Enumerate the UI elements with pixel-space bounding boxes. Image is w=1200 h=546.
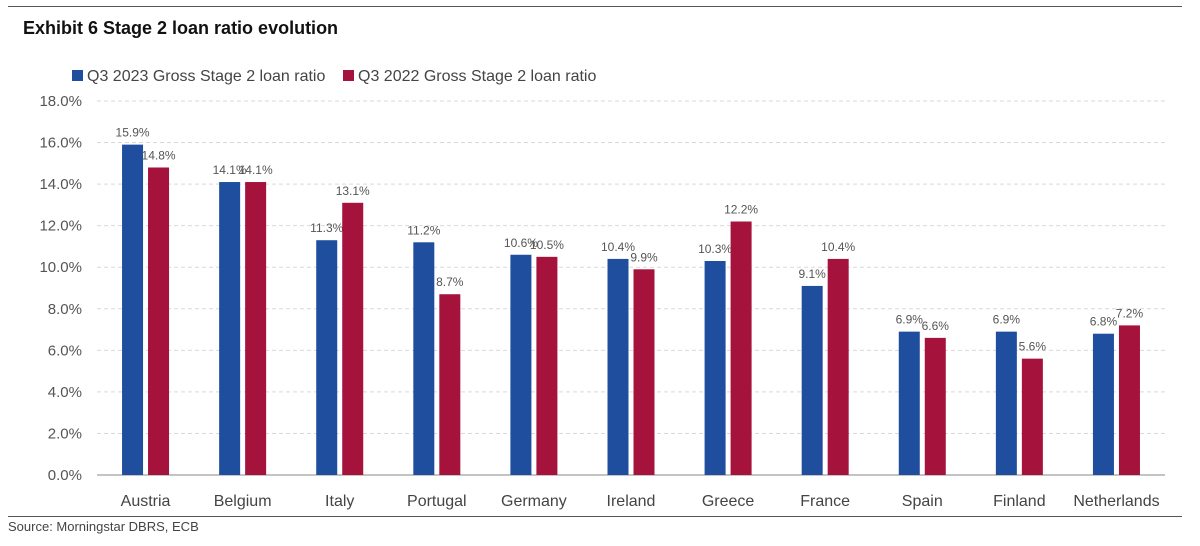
data-label: 7.2% bbox=[1116, 306, 1144, 320]
data-label: 14.1% bbox=[213, 163, 247, 177]
data-label: 11.2% bbox=[407, 223, 440, 237]
bar bbox=[1118, 325, 1140, 475]
data-label: 14.1% bbox=[239, 163, 273, 177]
bar bbox=[924, 337, 946, 475]
y-tick-label: 8.0% bbox=[48, 301, 82, 318]
x-tick-label: France bbox=[800, 493, 850, 510]
y-tick-label: 6.0% bbox=[48, 342, 82, 359]
data-label: 10.4% bbox=[821, 240, 855, 254]
y-tick-label: 4.0% bbox=[48, 384, 82, 401]
y-tick-label: 14.0% bbox=[39, 176, 82, 193]
bar bbox=[510, 254, 532, 475]
x-tick-label: Italy bbox=[325, 493, 354, 510]
data-label: 6.9% bbox=[896, 313, 924, 327]
bar bbox=[801, 285, 823, 475]
x-tick-label: Netherlands bbox=[1073, 493, 1159, 510]
bar bbox=[1021, 358, 1043, 475]
data-label: 6.6% bbox=[922, 319, 950, 333]
data-label: 15.9% bbox=[116, 126, 150, 140]
bar bbox=[413, 242, 435, 475]
y-tick-label: 18.0% bbox=[39, 93, 82, 110]
x-tick-label: Austria bbox=[121, 493, 171, 510]
x-tick-label: Portugal bbox=[407, 493, 467, 510]
data-label: 9.9% bbox=[630, 250, 658, 264]
data-label: 10.6% bbox=[504, 236, 538, 250]
bar bbox=[536, 256, 558, 475]
y-tick-label: 0.0% bbox=[48, 467, 82, 484]
bar bbox=[1092, 333, 1114, 475]
data-label: 10.4% bbox=[601, 240, 635, 254]
x-tick-label: Ireland bbox=[607, 493, 656, 510]
data-label: 10.3% bbox=[698, 242, 732, 256]
source-note: Source: Morningstar DBRS, ECB bbox=[8, 519, 199, 534]
x-tick-label: Finland bbox=[993, 493, 1045, 510]
bar bbox=[219, 182, 241, 476]
legend-label: Q3 2022 Gross Stage 2 loan ratio bbox=[358, 68, 596, 85]
bar bbox=[633, 269, 655, 475]
legend-swatch bbox=[72, 70, 83, 81]
bar bbox=[316, 240, 338, 475]
legend-swatch bbox=[343, 70, 354, 81]
bar bbox=[245, 182, 267, 476]
top-rule bbox=[8, 6, 1182, 7]
y-tick-label: 12.0% bbox=[39, 218, 82, 235]
chart-title: Exhibit 6 Stage 2 loan ratio evolution bbox=[23, 18, 339, 38]
data-label: 6.9% bbox=[993, 313, 1021, 327]
data-label: 9.1% bbox=[799, 267, 827, 281]
bar bbox=[439, 294, 461, 475]
bar bbox=[342, 202, 364, 476]
bottom-rule bbox=[8, 516, 1182, 517]
bar bbox=[122, 144, 144, 475]
data-label: 14.8% bbox=[142, 148, 176, 162]
x-tick-label: Germany bbox=[501, 493, 567, 510]
y-tick-label: 16.0% bbox=[39, 135, 82, 152]
x-tick-label: Belgium bbox=[214, 493, 272, 510]
bar-chart: 0.0% 2.0% 4.0% 6.0% 8.0% 10.0% 12.0% 14.0% 16.0%… bbox=[39, 68, 1165, 510]
x-tick-label: Spain bbox=[902, 493, 943, 510]
bar bbox=[730, 221, 752, 475]
y-tick-label: 2.0% bbox=[48, 425, 82, 442]
bar bbox=[704, 260, 726, 475]
data-label: 13.1% bbox=[336, 184, 370, 198]
data-label: 6.8% bbox=[1090, 315, 1118, 329]
data-label: 10.5% bbox=[530, 238, 564, 252]
data-label: 12.2% bbox=[724, 203, 758, 217]
bar bbox=[898, 331, 920, 475]
data-label: 5.6% bbox=[1019, 340, 1047, 354]
y-tick-label: 10.0% bbox=[39, 259, 82, 276]
bar bbox=[995, 331, 1017, 475]
data-label: 11.3% bbox=[310, 221, 343, 235]
bar bbox=[827, 258, 849, 475]
data-label: 8.7% bbox=[436, 275, 464, 289]
bar bbox=[148, 167, 170, 475]
x-tick-label: Greece bbox=[702, 493, 755, 510]
bar bbox=[607, 258, 629, 475]
legend-label: Q3 2023 Gross Stage 2 loan ratio bbox=[87, 68, 325, 85]
